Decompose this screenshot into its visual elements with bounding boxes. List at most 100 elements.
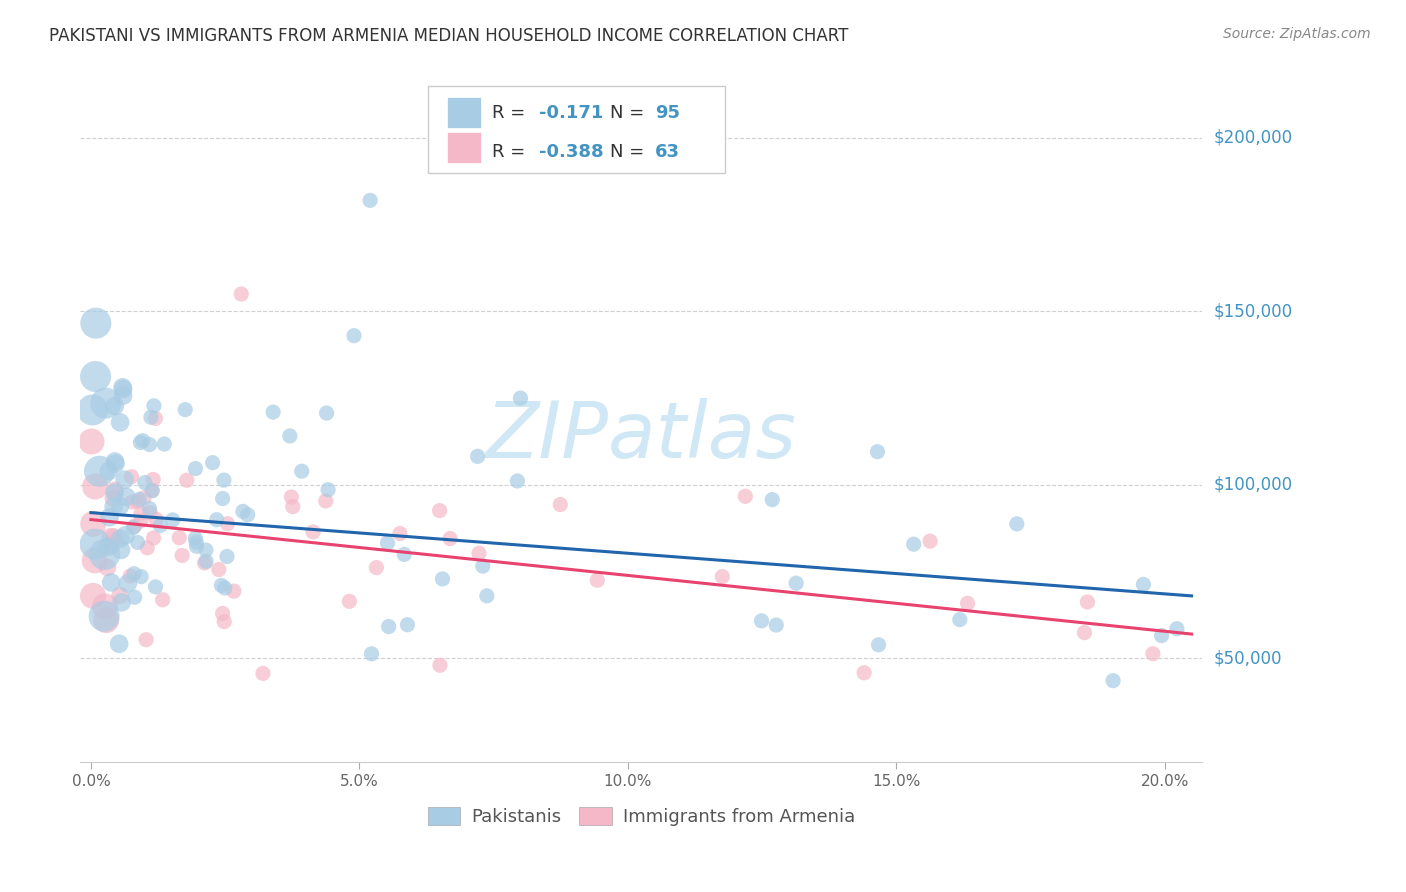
Point bbox=[117, 576, 139, 591]
Point bbox=[115, 490, 138, 504]
Point bbox=[866, 444, 889, 458]
Point bbox=[84, 479, 107, 493]
Point bbox=[114, 473, 136, 487]
Text: N =: N = bbox=[610, 104, 650, 122]
Point bbox=[262, 405, 284, 419]
Point bbox=[100, 538, 122, 552]
Point bbox=[343, 328, 366, 343]
Point bbox=[138, 501, 160, 516]
Text: $50,000: $50,000 bbox=[1213, 649, 1282, 667]
Point bbox=[122, 566, 145, 581]
Point bbox=[291, 464, 314, 478]
Point bbox=[84, 369, 107, 384]
Point bbox=[103, 500, 125, 514]
Point bbox=[167, 531, 190, 545]
Point bbox=[761, 492, 783, 507]
Point bbox=[122, 520, 145, 534]
Point bbox=[162, 513, 184, 527]
Point bbox=[439, 532, 461, 546]
Point bbox=[467, 450, 489, 464]
Point bbox=[1073, 625, 1095, 640]
Point bbox=[903, 537, 925, 551]
Point bbox=[360, 647, 382, 661]
Point bbox=[104, 483, 127, 498]
Point bbox=[103, 491, 125, 506]
Point bbox=[392, 548, 415, 562]
Point bbox=[129, 514, 152, 528]
Point bbox=[104, 399, 127, 413]
Text: N =: N = bbox=[610, 143, 650, 161]
Point bbox=[217, 516, 239, 531]
Text: -0.388: -0.388 bbox=[538, 143, 603, 161]
Point bbox=[211, 491, 233, 506]
Point bbox=[214, 581, 236, 595]
Point bbox=[139, 410, 162, 425]
FancyBboxPatch shape bbox=[427, 86, 725, 173]
Point bbox=[509, 391, 531, 405]
Point bbox=[1142, 647, 1164, 661]
Point bbox=[111, 380, 134, 394]
Point bbox=[89, 464, 111, 478]
Text: PAKISTANI VS IMMIGRANTS FROM ARMENIA MEDIAN HOUSEHOLD INCOME CORRELATION CHART: PAKISTANI VS IMMIGRANTS FROM ARMENIA MED… bbox=[49, 27, 849, 45]
Point bbox=[211, 607, 233, 621]
Point bbox=[84, 316, 107, 330]
Point bbox=[315, 406, 337, 420]
Point bbox=[201, 456, 224, 470]
Text: ZIPatlas: ZIPatlas bbox=[486, 399, 797, 475]
Point bbox=[506, 474, 529, 488]
Point bbox=[124, 519, 146, 533]
Point bbox=[134, 475, 156, 490]
Point bbox=[152, 592, 174, 607]
Text: 63: 63 bbox=[655, 143, 679, 161]
Point bbox=[132, 434, 155, 448]
Text: R =: R = bbox=[492, 143, 531, 161]
Point bbox=[205, 513, 228, 527]
Point bbox=[132, 491, 155, 505]
Point bbox=[127, 535, 149, 549]
Text: -0.171: -0.171 bbox=[538, 104, 603, 122]
Point bbox=[429, 503, 451, 517]
Point bbox=[281, 500, 304, 514]
Point bbox=[129, 435, 152, 450]
Point bbox=[112, 389, 135, 403]
Point bbox=[208, 562, 231, 576]
Point bbox=[100, 575, 122, 590]
Point bbox=[103, 530, 125, 544]
Point bbox=[128, 492, 150, 507]
Point bbox=[949, 613, 972, 627]
Point bbox=[231, 287, 253, 301]
Point bbox=[83, 553, 105, 567]
Point bbox=[174, 402, 197, 417]
Point bbox=[104, 457, 127, 471]
Point bbox=[98, 530, 121, 544]
Point bbox=[120, 569, 142, 583]
Point bbox=[236, 508, 259, 522]
Point bbox=[785, 576, 807, 591]
Point bbox=[82, 516, 104, 531]
Point bbox=[127, 494, 149, 508]
Point bbox=[153, 437, 176, 451]
Point bbox=[315, 494, 337, 508]
Point bbox=[111, 595, 134, 609]
Point bbox=[84, 537, 107, 551]
Point bbox=[121, 469, 143, 483]
Point bbox=[103, 485, 125, 500]
Point bbox=[112, 382, 135, 396]
Point bbox=[94, 599, 117, 614]
Point bbox=[194, 556, 217, 570]
Point bbox=[195, 554, 218, 568]
Point bbox=[429, 658, 451, 673]
Point bbox=[110, 543, 132, 558]
Bar bbox=[447, 132, 481, 162]
Point bbox=[1132, 577, 1154, 591]
Point bbox=[316, 483, 339, 497]
Point bbox=[96, 613, 118, 627]
Point bbox=[104, 454, 127, 468]
Point bbox=[1102, 673, 1125, 688]
Point bbox=[145, 580, 167, 594]
Point bbox=[280, 490, 302, 504]
Point bbox=[97, 540, 120, 554]
Point bbox=[377, 536, 399, 550]
Text: Source: ZipAtlas.com: Source: ZipAtlas.com bbox=[1223, 27, 1371, 41]
Point bbox=[471, 559, 494, 574]
